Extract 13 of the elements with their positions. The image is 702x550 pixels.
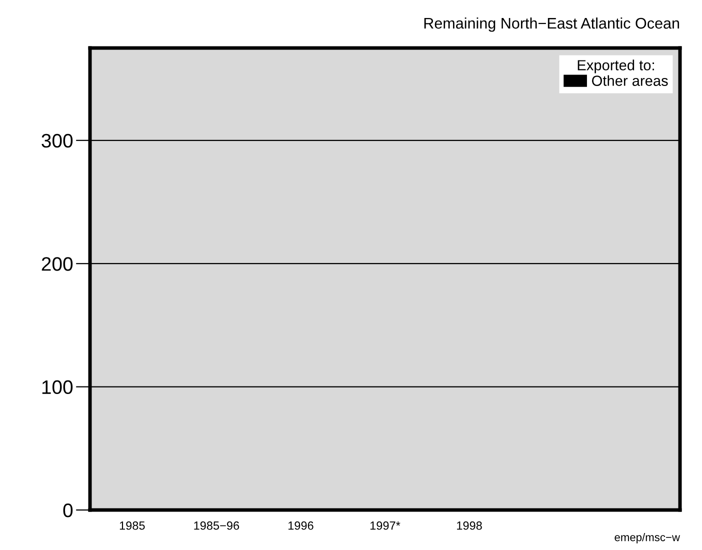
x-tick-label: 1998 <box>457 521 482 530</box>
legend-label: Other areas <box>592 75 668 86</box>
x-tick-label: 1997* <box>370 521 400 530</box>
x-tick-label: 1996 <box>288 521 314 530</box>
y-tick-label: 200 <box>42 257 73 271</box>
legend-title: Exported to: <box>578 60 654 74</box>
chart-title: Remaining North−East Atlantic Ocean <box>424 17 680 32</box>
text: emep/msc−w <box>614 533 680 544</box>
x-tick-label: 1985 <box>120 521 145 530</box>
x-tick-label: 1985−96 <box>194 521 240 530</box>
y-tick-label: 100 <box>42 380 73 394</box>
y-tick-label: 0 <box>63 503 73 518</box>
y-tick-label: 300 <box>42 134 73 148</box>
